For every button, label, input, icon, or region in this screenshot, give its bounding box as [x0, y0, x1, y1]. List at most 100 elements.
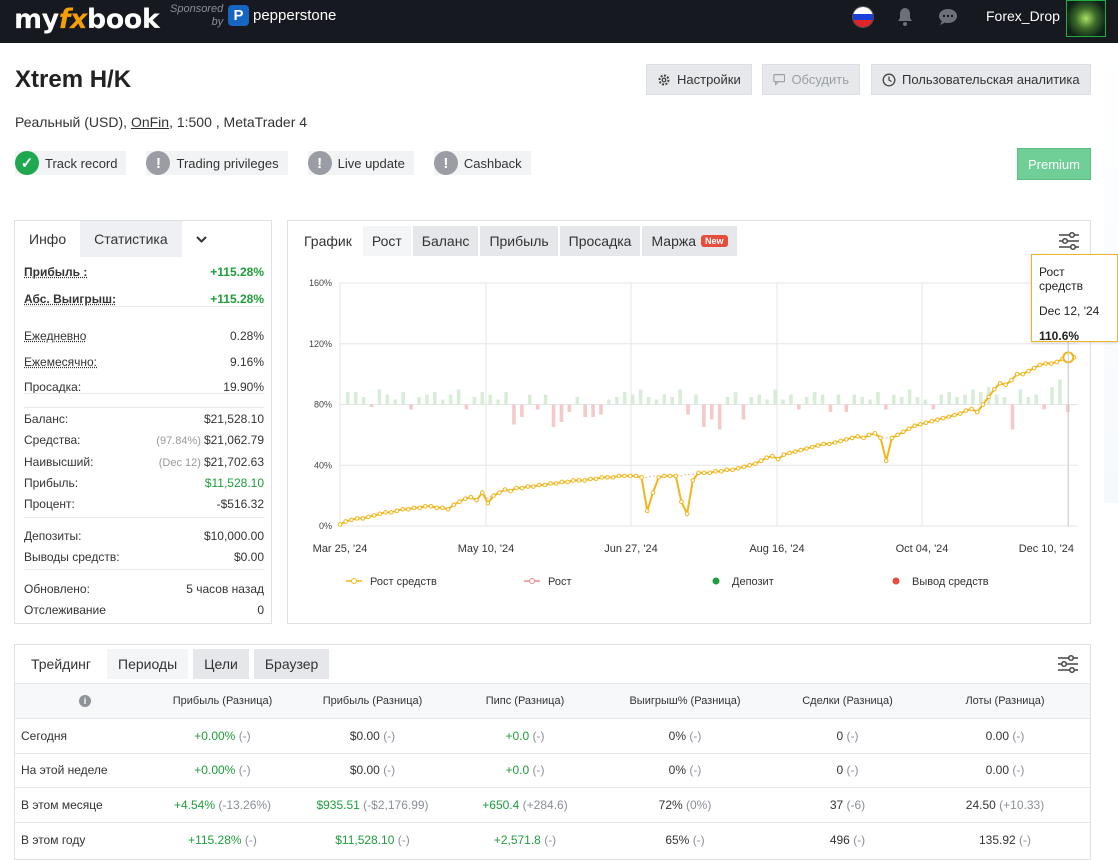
growth-bar — [923, 399, 928, 405]
tab-profit[interactable]: Прибыль — [480, 226, 558, 256]
stat-value: $21,062.79 — [203, 433, 264, 447]
by-text: by — [211, 16, 224, 28]
stat-label[interactable]: Ежедневно — [24, 329, 87, 343]
stat-row: Баланс: $21,528.10 — [24, 412, 264, 426]
cell-value: 37 — [829, 797, 844, 812]
growth-bar — [915, 397, 920, 405]
tab-goals[interactable]: Цели — [193, 649, 249, 679]
checkmark-icon: ✓ — [15, 151, 39, 175]
tab-margin[interactable]: Маржа New — [642, 226, 737, 256]
growth-bar — [377, 389, 382, 405]
tab-growth[interactable]: Рост — [362, 226, 411, 256]
badge-track-record[interactable]: ✓ Track record — [15, 151, 127, 175]
equity-point — [883, 458, 889, 463]
equity-point — [798, 447, 804, 453]
myfxbook-logo[interactable]: myfxbook — [14, 4, 160, 35]
equity-point — [1037, 362, 1043, 368]
growth-bar — [480, 392, 485, 405]
legend-marker — [529, 578, 535, 584]
tab-info[interactable]: Инфо — [29, 231, 67, 247]
cell-value: 65% — [665, 832, 690, 847]
cell-value: $0.00 — [349, 728, 380, 743]
user-avatar[interactable] — [1066, 0, 1106, 37]
tab-chart[interactable]: График — [295, 226, 361, 256]
discuss-button[interactable]: Обсудить — [762, 64, 860, 95]
premium-button[interactable]: Premium — [1017, 148, 1091, 180]
equity-point — [690, 478, 696, 483]
growth-bar — [575, 397, 580, 405]
badge-trading-privileges[interactable]: ! Trading privileges — [146, 151, 288, 175]
equity-point — [497, 490, 502, 495]
equity-point — [650, 490, 656, 495]
sponsored-text: Sponsored — [170, 3, 224, 15]
growth-bar — [955, 397, 959, 405]
info-icon[interactable]: i — [79, 695, 91, 707]
table-cell: $0.00 (-) — [290, 718, 455, 753]
growth-bar — [702, 404, 706, 427]
stat-label: Прибыль: — [24, 476, 79, 490]
cell-diff: (-$2,176.99) — [363, 797, 429, 812]
stat-label[interactable]: Абс. Выигрыш: — [24, 292, 116, 306]
russian-flag-icon[interactable] — [852, 6, 874, 28]
equity-point — [576, 478, 582, 483]
table-cell: $0.00 (-) — [290, 752, 455, 788]
tab-trading[interactable]: Трейдинг — [20, 649, 102, 679]
growth-bar — [1058, 379, 1062, 405]
table-row: На этой неделе +0.00% (-) $0.00 (-) +0.0 (-… — [15, 752, 1090, 788]
tab-periods[interactable]: Периоды — [107, 649, 189, 679]
cell-diff: (+10.33) — [999, 797, 1045, 812]
equity-point — [1043, 361, 1048, 366]
growth-bar — [425, 394, 429, 405]
growth-bar — [646, 397, 651, 405]
growth-bar — [353, 392, 358, 405]
growth-bar — [797, 404, 801, 410]
growth-bar — [622, 392, 627, 405]
filter-settings-icon[interactable] — [1058, 231, 1080, 251]
equity-point — [662, 473, 667, 479]
badge-cashback[interactable]: ! Cashback — [433, 151, 531, 175]
equity-point — [940, 415, 946, 421]
cell-diff: (-) — [1012, 763, 1025, 778]
equity-point — [997, 380, 1003, 386]
table-cell: 496 (-) — [775, 821, 920, 857]
messages-chat-icon[interactable] — [938, 8, 958, 26]
tab-statistics[interactable]: Статистика — [80, 221, 182, 257]
settings-button[interactable]: Настройки — [646, 64, 752, 95]
filter-settings-icon[interactable] — [1057, 654, 1079, 674]
cell-diff: (-) — [853, 832, 866, 847]
stat-label[interactable]: Ежемесячно: — [24, 355, 98, 369]
equity-point — [901, 429, 906, 435]
equity-point — [468, 494, 474, 500]
stat-row: Процент: -$516.32 — [24, 497, 264, 511]
logo-text-book: book — [86, 4, 160, 35]
table-row: Сегодня +0.00% (-) $0.00 (-) +0.0 (-) 0% (-)… — [15, 718, 1090, 753]
stat-label[interactable]: Прибыль : — [24, 265, 88, 279]
chevron-down-icon[interactable] — [182, 221, 221, 257]
broker-link[interactable]: OnFin — [130, 114, 170, 130]
growth-bar — [884, 404, 888, 410]
username-link[interactable]: Forex_Drop — [986, 8, 1060, 24]
notifications-bell-icon[interactable] — [896, 7, 914, 27]
legend-label: Рост средств — [370, 576, 437, 588]
equity-point — [360, 516, 366, 521]
growth-bar — [433, 392, 437, 405]
tab-balance[interactable]: Баланс — [412, 226, 479, 256]
custom-analytics-button[interactable]: Пользовательская аналитика — [871, 64, 1091, 95]
x-tick-label: Aug 16, '24 — [749, 543, 804, 555]
growth-chart[interactable]: 0% 40% 80% 120% 160% Mar 25, '24 May 10, '24 Ju… — [288, 261, 1090, 623]
tab-drawdown[interactable]: Просадка — [559, 226, 641, 256]
cell-diff: (-) — [383, 728, 396, 743]
pepperstone-logo-icon: P — [228, 5, 249, 26]
tooltip-date: Dec 12, '24 — [1039, 304, 1100, 318]
growth-bar — [440, 399, 445, 405]
equity-point — [730, 467, 735, 473]
equity-point — [918, 421, 923, 427]
growth-bar — [931, 404, 936, 410]
equity-point — [724, 467, 730, 473]
table-cell: +4.54% (-13.26%) — [155, 787, 290, 822]
badge-live-update[interactable]: ! Live update — [307, 151, 414, 175]
stat-value: 19.90% — [223, 380, 264, 394]
tab-browser[interactable]: Браузер — [253, 649, 330, 679]
stat-row: Ежедневно 0.28% — [24, 329, 264, 343]
